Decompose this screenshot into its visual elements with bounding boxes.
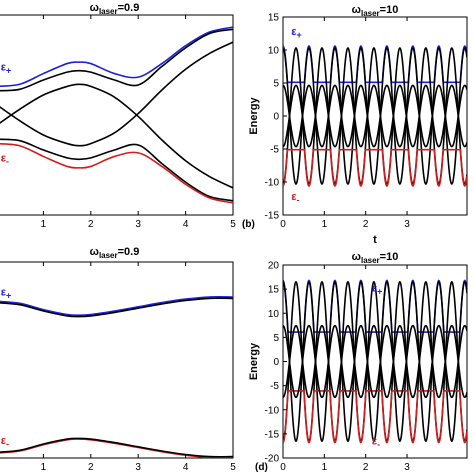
y-tick-label: 10 [268,46,280,57]
x-tick-label: 1 [41,219,47,230]
axes-frame [0,261,234,459]
panel-letter: (d) [255,462,268,473]
y-axis-label: Energy [248,96,260,134]
series-line-black-c [283,324,467,399]
x-axis-label: t [373,234,377,246]
series-line-black-b [283,47,467,185]
y-tick-label: 20 [268,261,280,272]
energy-annotation: ε+ [372,283,383,297]
x-tick-label: 2 [88,219,94,230]
panel-title: ωlaser=10 [352,251,399,265]
y-tick-label: -5 [270,145,279,156]
series-line-black-a [283,280,467,443]
panel-title: ωlaser=0.9 [90,246,140,260]
x-tick-label: 1 [41,462,47,473]
x-tick-label: 2 [363,219,369,230]
y-tick-label: 5 [273,333,279,344]
y-tick-label: -15 [265,429,280,440]
energy-annotation: ε+ [1,62,12,76]
panel-b: 0 1 2 3 -15 -10 -5 0 5 10 15 ωlaser=10 t Energy (b) ε+ ε… [242,4,468,246]
x-tick-label: 5 [230,219,236,230]
x-tick-label: 0 [280,219,286,230]
series-line-3 [0,41,233,147]
y-tick-label: 0 [273,112,279,123]
series-line-2 [0,83,233,189]
series-group [0,26,233,204]
energy-annotation: ε- [372,435,380,449]
series-line-0 [0,296,233,317]
x-tick-label: 2 [363,462,369,473]
energy-annotation: ε+ [1,287,12,301]
series-line-black-a [283,47,467,185]
x-tick-label: 2 [88,462,94,473]
axes-frame [0,14,234,216]
x-tick-label: 3 [135,462,141,473]
x-tick-label: 5 [230,462,236,473]
series-line-1 [0,28,233,92]
y-tick-label: -5 [270,381,279,392]
y-tick-label: 10 [268,309,280,320]
y-tick-label: 5 [273,79,279,90]
y-tick-label: -20 [265,454,280,465]
series-line-0 [0,26,233,88]
x-tick-label: 4 [183,219,189,230]
x-tick-label: 4 [183,462,189,473]
energy-annotation: ε+ [291,26,302,40]
x-tick-label: 1 [322,219,328,230]
x-tick-label: 1 [322,462,328,473]
series-line-4 [0,138,233,202]
series-group [283,279,467,444]
series-line-5 [0,142,233,204]
y-tick-label: 0 [273,357,279,368]
x-tick-label: 3 [135,219,141,230]
y-axis-label: Energy [248,342,260,380]
energy-annotation: ε- [291,191,299,205]
series-group [283,45,467,187]
series-group [0,296,233,458]
panel-letter: (b) [242,219,255,230]
panel-title: ωlaser=0.9 [90,2,140,16]
series-line-black-b [283,280,467,443]
panel-c: 012345ωlaser=0.9tε+ε- [0,246,236,473]
series-line-lower-red [283,390,467,444]
series-line-3 [0,437,233,458]
x-tick-label: 3 [404,219,410,230]
x-tick-label: 3 [404,462,410,473]
panel-a: 1 2 3 4 5 ωlaser=0.9 ε+ ε- [0,2,236,230]
y-tick-label: 15 [268,13,280,24]
series-line-1 [0,297,233,318]
series-line-black-c [283,84,467,148]
y-tick-label: -10 [265,405,280,416]
energy-annotation: ε- [1,152,9,166]
series-line-black-d [283,84,467,148]
series-line-lower-red [283,148,467,187]
energy-annotation: ε- [1,435,9,449]
y-tick-label: 15 [268,285,280,296]
series-line-2 [0,438,233,458]
panel-title: ωlaser=10 [352,4,399,18]
x-tick-label: 0 [280,462,286,473]
series-line-black-d [283,324,467,399]
y-tick-label: -10 [265,178,280,189]
panel-d: 0123-20-15-10-505101520ωlaser=10tEnergy(… [248,251,468,473]
y-tick-label: -15 [265,211,280,222]
